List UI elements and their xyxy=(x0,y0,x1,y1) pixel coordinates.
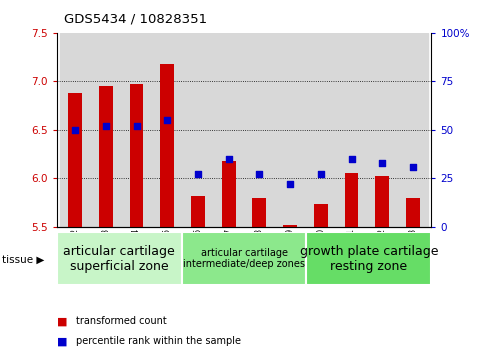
Bar xyxy=(307,232,431,285)
Bar xyxy=(152,33,182,227)
Bar xyxy=(91,33,121,227)
Bar xyxy=(57,232,181,285)
Bar xyxy=(160,64,174,227)
Text: transformed count: transformed count xyxy=(76,316,167,326)
Point xyxy=(102,123,110,129)
Bar xyxy=(244,33,275,227)
Point xyxy=(194,172,202,178)
Bar xyxy=(130,84,143,227)
Bar xyxy=(397,33,428,227)
Text: growth plate cartilage
resting zone: growth plate cartilage resting zone xyxy=(300,245,438,273)
Point xyxy=(225,156,233,162)
Text: tissue ▶: tissue ▶ xyxy=(2,254,45,265)
Point xyxy=(255,172,263,178)
Bar xyxy=(121,33,152,227)
Bar xyxy=(336,33,367,227)
Bar xyxy=(375,176,389,227)
Bar xyxy=(99,86,113,227)
Text: ■: ■ xyxy=(57,316,67,326)
Point xyxy=(286,181,294,187)
Bar xyxy=(68,93,82,227)
Bar xyxy=(222,161,236,227)
Point xyxy=(409,164,417,170)
Text: articular cartilage
intermediate/deep zones: articular cartilage intermediate/deep zo… xyxy=(183,248,305,269)
Point xyxy=(317,172,325,178)
Text: articular cartilage
superficial zone: articular cartilage superficial zone xyxy=(63,245,175,273)
Bar xyxy=(182,33,213,227)
Text: ■: ■ xyxy=(57,336,67,346)
Bar xyxy=(275,33,306,227)
Bar xyxy=(213,33,244,227)
Bar xyxy=(252,198,266,227)
Point xyxy=(348,156,355,162)
Bar xyxy=(367,33,397,227)
Point xyxy=(71,127,79,132)
Text: GDS5434 / 10828351: GDS5434 / 10828351 xyxy=(64,13,207,26)
Bar xyxy=(283,225,297,227)
Bar xyxy=(60,33,91,227)
Point xyxy=(133,123,141,129)
Text: percentile rank within the sample: percentile rank within the sample xyxy=(76,336,242,346)
Bar xyxy=(191,196,205,227)
Bar xyxy=(314,204,328,227)
Bar xyxy=(345,174,358,227)
Point xyxy=(163,117,171,123)
Point xyxy=(378,160,386,166)
Bar xyxy=(306,33,336,227)
Bar xyxy=(181,232,307,285)
Bar xyxy=(406,198,420,227)
